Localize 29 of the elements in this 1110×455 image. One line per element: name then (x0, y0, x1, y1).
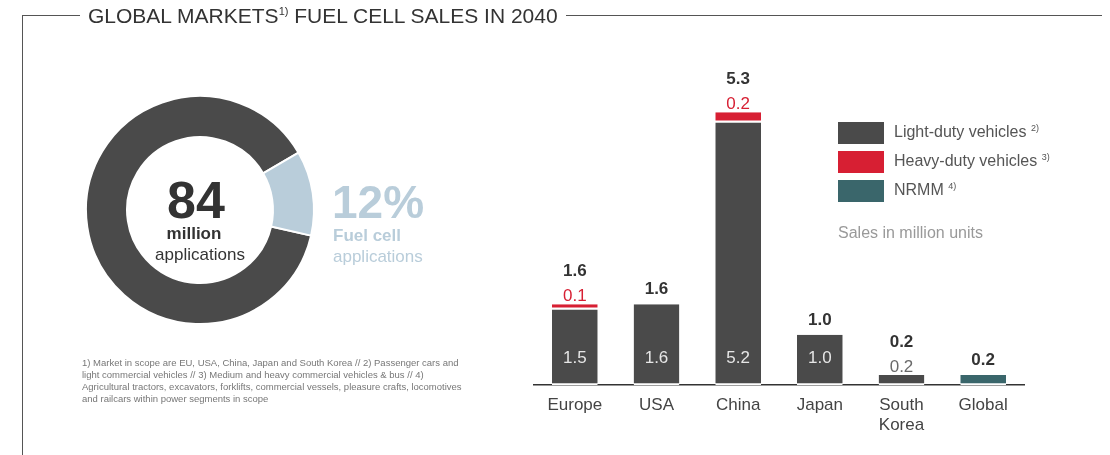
total-label: 1.6 (644, 279, 669, 299)
data-label: 0.2 (889, 332, 914, 352)
total-label: 1.6 (563, 261, 587, 281)
x-tick-label: Japan (796, 395, 843, 415)
total-label: 0.2 (971, 350, 995, 370)
chart-title: GLOBAL MARKETS$^{1)}$ FUEL CELL SALES IN 2040 (80, 4, 566, 28)
x-tick-label: USA (639, 395, 675, 415)
slice-label: Fuel cell applications (333, 226, 423, 266)
total-label: 0.2 (889, 357, 914, 377)
data-label: 0.2 (726, 94, 750, 114)
data-label: 1.5 (563, 347, 587, 367)
total-label: 1.0 (808, 309, 832, 329)
data-label: 1.0 (808, 347, 832, 367)
legend-label: NRMM $^{4)}$ (894, 181, 957, 200)
text: million (166, 224, 222, 243)
x-tick-label: Global (958, 395, 1008, 415)
total-label: 5.3 (726, 69, 750, 89)
data-label: 1.6 (644, 347, 669, 367)
text: 1) Market in scope are EU, USA, China, Japan and South Korea // 2) Passenger cars and light commercial vehicles // 3) Medium and heavy commercial vehicles & bus // 4) Agricultural tractors, excavators, forklifts, commercial vessels, pleasure crafts, locomotives and railcars within power segments in scope (82, 357, 462, 405)
x-tick-label: Europe (547, 395, 603, 415)
text: applications (155, 245, 245, 264)
data-label: 12% (332, 176, 425, 228)
data-label: 0.1 (563, 286, 587, 306)
annotation: Sales in million units (838, 224, 983, 242)
legend-label: Light-duty vehicles $^{2)}$ (894, 123, 1039, 142)
legend-label: Heavy-duty vehicles $^{3)}$ (894, 152, 1050, 171)
data-label: 5.2 (726, 347, 750, 367)
x-tick-label: China (715, 395, 761, 415)
x-tick-label: South Korea (878, 395, 925, 435)
